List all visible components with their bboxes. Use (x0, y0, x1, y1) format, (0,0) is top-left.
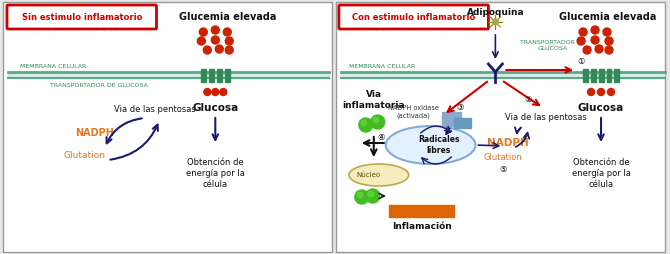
Text: Obtención de
energía por la
célula: Obtención de energía por la célula (572, 158, 630, 189)
Bar (606, 69, 612, 82)
Bar (217, 69, 222, 82)
Circle shape (591, 36, 599, 44)
Circle shape (198, 37, 205, 45)
Ellipse shape (349, 164, 409, 186)
Text: Radicales
libres: Radicales libres (418, 135, 460, 155)
Text: Núcleo: Núcleo (356, 172, 381, 178)
Text: Con estimulo inflamatorio: Con estimulo inflamatorio (352, 13, 475, 23)
Circle shape (215, 45, 223, 53)
Text: NADPH oxidase
(activada): NADPH oxidase (activada) (388, 105, 439, 119)
Bar (224, 69, 230, 82)
FancyBboxPatch shape (339, 5, 488, 29)
Text: Adipoquina: Adipoquina (466, 8, 524, 17)
Circle shape (577, 37, 585, 45)
Text: NADPH: NADPH (75, 128, 114, 138)
Circle shape (212, 88, 219, 96)
Circle shape (203, 46, 211, 54)
Circle shape (579, 28, 587, 36)
Circle shape (361, 120, 366, 126)
Circle shape (204, 88, 211, 96)
Circle shape (225, 46, 233, 54)
Circle shape (368, 191, 374, 197)
Bar (442, 112, 462, 126)
Text: TRANSPORTADOR DE
GLUCOSA: TRANSPORTADOR DE GLUCOSA (521, 40, 586, 51)
Bar (614, 69, 620, 82)
Text: Glucosa: Glucosa (192, 103, 239, 113)
Text: ①: ① (578, 57, 585, 67)
Circle shape (211, 26, 219, 34)
FancyBboxPatch shape (7, 5, 157, 29)
Text: ②: ② (525, 96, 532, 104)
Text: ④: ④ (377, 133, 385, 141)
Circle shape (373, 117, 379, 123)
Circle shape (605, 37, 613, 45)
Bar (454, 118, 472, 128)
Ellipse shape (386, 126, 476, 164)
Text: Via de las pentosas: Via de las pentosas (505, 114, 587, 122)
Text: Glucosa: Glucosa (578, 103, 624, 113)
Text: Glutation: Glutation (64, 151, 106, 160)
Circle shape (200, 28, 207, 36)
Bar (389, 205, 454, 217)
Circle shape (583, 46, 591, 54)
Text: Sin estimulo inflamatorio: Sin estimulo inflamatorio (21, 13, 142, 23)
Circle shape (591, 26, 599, 34)
Text: Via de las pentosas: Via de las pentosas (114, 105, 196, 115)
Circle shape (371, 115, 385, 129)
Circle shape (588, 88, 594, 96)
Bar (598, 69, 604, 82)
Circle shape (603, 28, 611, 36)
Text: Obtención de
energía por la
célula: Obtención de energía por la célula (186, 158, 245, 189)
Circle shape (223, 28, 231, 36)
Bar (209, 69, 214, 82)
Text: Glutation: Glutation (484, 153, 523, 163)
Circle shape (608, 88, 614, 96)
Circle shape (359, 118, 373, 132)
Bar (583, 69, 588, 82)
Circle shape (492, 19, 498, 25)
FancyBboxPatch shape (336, 2, 665, 252)
Text: Via
inflamatoria: Via inflamatoria (342, 90, 405, 110)
Bar (201, 69, 206, 82)
Circle shape (605, 46, 613, 54)
Text: MEMBRANA CELULAR: MEMBRANA CELULAR (349, 64, 415, 69)
Circle shape (598, 88, 604, 96)
Text: TRANSPORTADOR DE GLUCOSA: TRANSPORTADOR DE GLUCOSA (50, 83, 147, 88)
Circle shape (211, 36, 219, 44)
Text: NADPH: NADPH (488, 138, 529, 148)
Circle shape (225, 37, 233, 45)
Text: Glucemia elevada: Glucemia elevada (179, 12, 276, 22)
Circle shape (355, 190, 369, 204)
Text: Glucemia elevada: Glucemia elevada (559, 12, 657, 22)
FancyBboxPatch shape (3, 2, 332, 252)
Text: Inflamación: Inflamación (392, 222, 452, 231)
Circle shape (220, 88, 226, 96)
Text: MEMBRANA CELULAR: MEMBRANA CELULAR (20, 64, 86, 69)
Text: ⑤: ⑤ (500, 166, 507, 174)
Bar (590, 69, 596, 82)
Text: ③: ③ (457, 103, 464, 112)
Circle shape (366, 189, 380, 203)
Circle shape (595, 45, 603, 53)
Circle shape (357, 192, 362, 198)
